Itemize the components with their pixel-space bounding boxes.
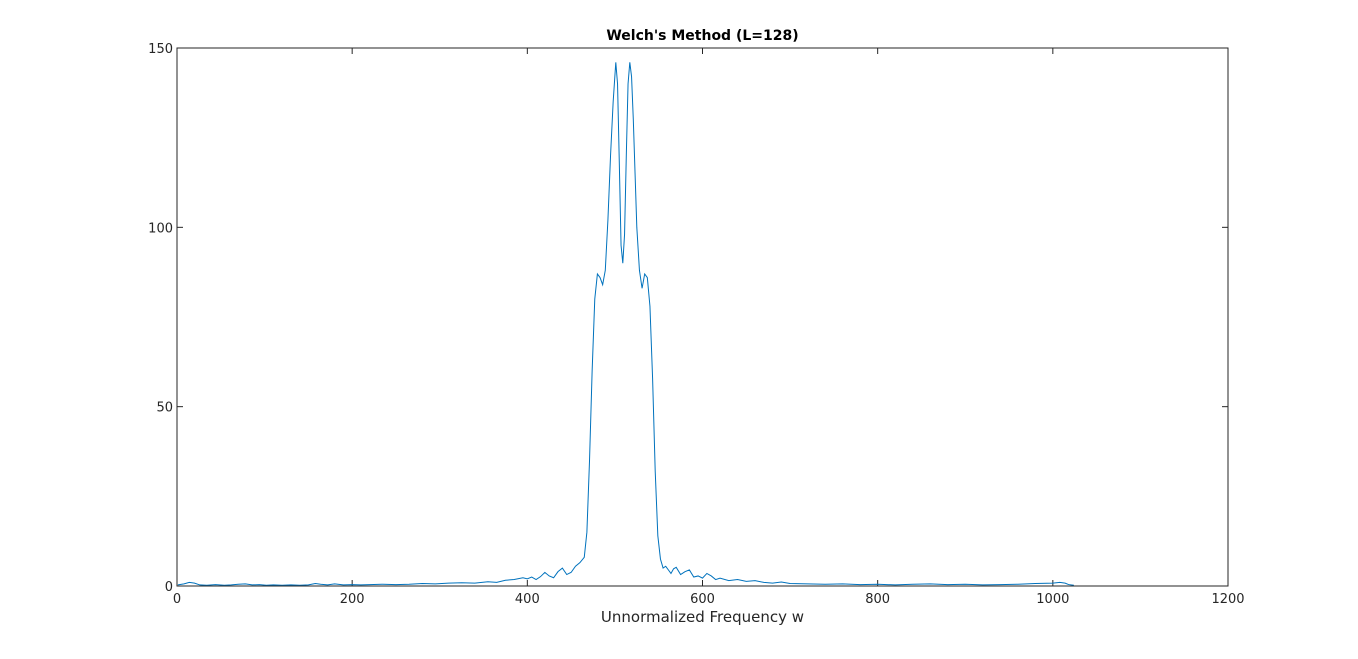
x-tick-label: 1000	[1036, 592, 1069, 607]
y-tick-label: 0	[165, 580, 173, 595]
x-tick-label: 1200	[1211, 592, 1244, 607]
series-line	[177, 62, 1074, 586]
x-tick-label: 800	[865, 592, 890, 607]
axes-box	[176, 47, 1229, 587]
tick-labels: 0 200 400 600 800 1000 1200 0 50 100 150	[148, 42, 1244, 607]
chart-title: Welch's Method (L=128)	[606, 28, 798, 44]
plot-area	[177, 48, 1228, 586]
x-tick-label: 600	[690, 592, 715, 607]
y-tick-label: 100	[148, 221, 173, 236]
y-tick-label: 150	[148, 42, 173, 57]
x-axis-label: Unnormalized Frequency w	[601, 608, 804, 626]
x-tick-label: 0	[173, 592, 181, 607]
y-tick-label: 50	[156, 401, 173, 416]
x-tick-label: 400	[515, 592, 540, 607]
x-tick-label: 200	[340, 592, 365, 607]
